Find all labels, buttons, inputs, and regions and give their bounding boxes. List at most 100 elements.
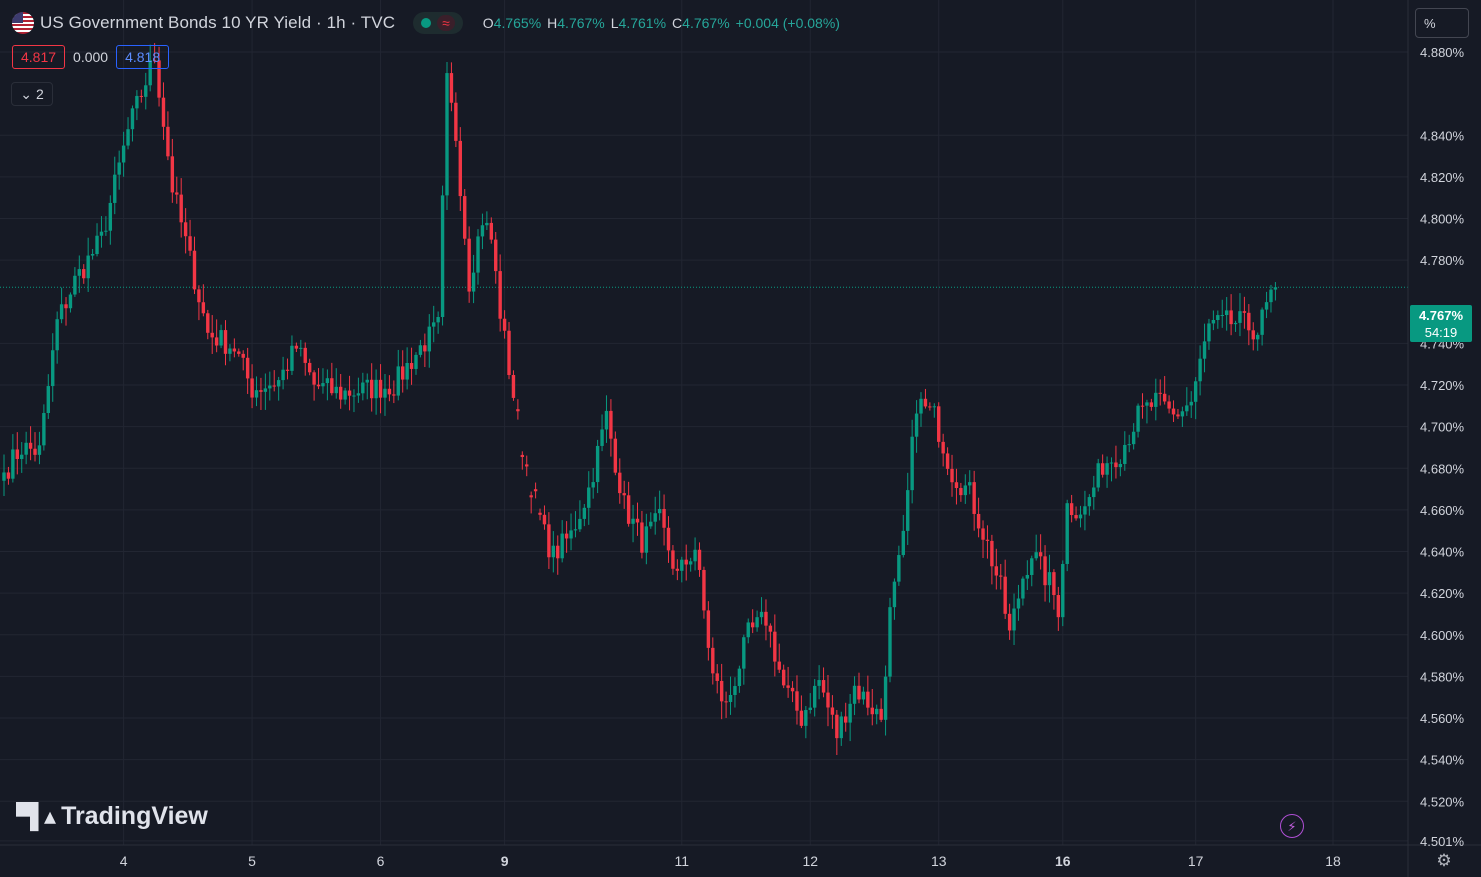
- candle: [1127, 434, 1131, 453]
- brand-name: TradingView: [61, 802, 208, 830]
- candle: [1012, 593, 1016, 645]
- candle: [347, 375, 352, 411]
- candle: [773, 614, 777, 677]
- candle: [166, 111, 170, 161]
- candle: [152, 43, 157, 64]
- candle: [999, 563, 1003, 590]
- candle: [1251, 322, 1255, 351]
- candle: [1140, 393, 1145, 419]
- candle: [245, 347, 250, 394]
- candle: [812, 679, 817, 717]
- candle: [480, 213, 485, 250]
- candle: [285, 358, 290, 380]
- bolt-icon[interactable]: ⚡: [1280, 814, 1304, 838]
- candle: [307, 358, 312, 376]
- time-tick-label: 18: [1325, 853, 1341, 869]
- candle: [994, 548, 999, 590]
- candle: [1171, 400, 1176, 422]
- low-key: L: [610, 15, 619, 31]
- candle: [945, 447, 950, 476]
- candle: [90, 249, 95, 260]
- candle: [976, 497, 981, 538]
- candle: [671, 545, 675, 575]
- symbol-title[interactable]: US Government Bonds 10 YR Yield · 1h · T…: [40, 13, 396, 32]
- candle: [1025, 560, 1030, 591]
- candle: [405, 347, 409, 390]
- candle: [954, 468, 959, 505]
- candle: [157, 46, 161, 107]
- candle: [711, 637, 715, 685]
- candle: [1207, 318, 1211, 350]
- candle: [1100, 454, 1105, 478]
- candle: [356, 377, 361, 403]
- candle: [1273, 282, 1278, 301]
- candle: [666, 516, 671, 563]
- market-status-pill[interactable]: ≈: [413, 12, 463, 34]
- candle: [511, 370, 516, 401]
- candle: [299, 339, 303, 357]
- tradingview-logo[interactable]: ▀▌▴ TradingView: [16, 802, 208, 831]
- candle: [73, 267, 77, 297]
- candle: [1198, 345, 1202, 396]
- price-tick-label: 4.700%: [1420, 420, 1465, 435]
- candle: [365, 373, 369, 400]
- time-tick-label: 5: [248, 853, 256, 869]
- time-tick-label: 17: [1188, 853, 1204, 869]
- scale-mode-button[interactable]: %: [1415, 8, 1469, 38]
- candle: [551, 531, 556, 573]
- candle: [232, 338, 237, 358]
- candle: [684, 544, 688, 581]
- candle: [728, 676, 733, 715]
- settings-icon[interactable]: ⚙: [1436, 851, 1452, 870]
- candle: [1180, 406, 1185, 427]
- candle: [737, 665, 742, 693]
- candle: [64, 297, 68, 326]
- candle: [201, 284, 206, 317]
- candle: [759, 597, 764, 625]
- candle: [587, 471, 591, 525]
- price-tick-label: 4.560%: [1420, 711, 1465, 726]
- time-tick-label: 4: [120, 853, 128, 869]
- candle: [392, 380, 396, 404]
- candle: [197, 285, 201, 321]
- candle: [662, 494, 666, 546]
- sell-button[interactable]: 4.817: [12, 45, 66, 69]
- candle: [321, 368, 325, 394]
- time-axis[interactable]: 4 5 6 9 11 12 13 16 17 18: [120, 853, 1341, 869]
- last-price-badge: 4.767% 54:19: [1410, 305, 1472, 342]
- buy-button[interactable]: 4.818: [116, 45, 170, 69]
- candle: [24, 431, 28, 465]
- candle: [1105, 456, 1109, 488]
- candle: [1167, 395, 1171, 414]
- candle: [272, 370, 276, 392]
- indicators-toggle[interactable]: ⌄ 2: [11, 82, 53, 106]
- candle: [852, 676, 857, 716]
- time-tick-label: 13: [931, 853, 947, 869]
- candle: [750, 609, 755, 634]
- candle: [622, 480, 626, 509]
- candle: [835, 709, 839, 756]
- candle: [1083, 490, 1087, 531]
- price-axis[interactable]: 4.880%4.840%4.820%4.800%4.780%4.740%4.72…: [1420, 45, 1465, 849]
- candle: [51, 333, 55, 402]
- candle: [582, 504, 587, 527]
- candle: [1260, 307, 1264, 346]
- candle: [396, 349, 400, 401]
- candle: [374, 369, 378, 415]
- candle: [104, 216, 108, 236]
- candle: [644, 513, 649, 565]
- candle: [440, 185, 445, 326]
- candle: [901, 514, 905, 558]
- candle: [1043, 545, 1047, 602]
- candle: [1021, 576, 1025, 606]
- candle: [237, 348, 241, 357]
- candle: [77, 255, 82, 293]
- candle: [542, 505, 547, 530]
- candle: [188, 219, 192, 256]
- candle: [826, 674, 830, 727]
- high-key: H: [547, 15, 558, 31]
- candle: [1087, 494, 1092, 516]
- approx-icon: ≈: [437, 15, 455, 31]
- candle: [210, 315, 214, 354]
